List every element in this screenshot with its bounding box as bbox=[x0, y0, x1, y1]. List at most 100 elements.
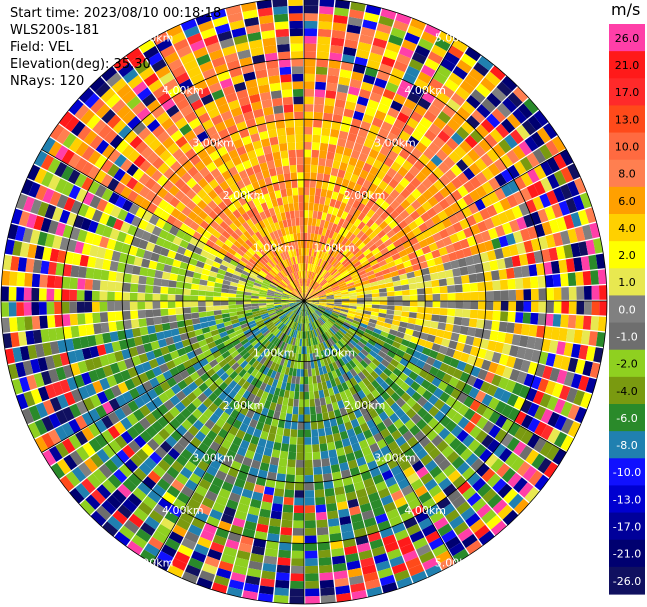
ray-gate bbox=[257, 593, 274, 603]
ray-gate bbox=[84, 290, 93, 301]
ray-gate bbox=[247, 86, 259, 97]
ray-gate bbox=[526, 152, 540, 168]
ray-gate bbox=[304, 81, 315, 90]
ray-gate bbox=[257, 195, 266, 205]
ray-gate bbox=[304, 475, 314, 483]
ray-gate bbox=[99, 291, 108, 301]
ray-gate bbox=[249, 190, 258, 200]
ray-gate bbox=[178, 268, 187, 276]
ray-gate bbox=[354, 250, 363, 258]
ray-gate bbox=[297, 172, 304, 180]
ray-gate bbox=[137, 293, 146, 301]
ray-gate bbox=[531, 453, 546, 470]
ray-gate bbox=[522, 465, 537, 482]
ray-gate bbox=[462, 434, 475, 448]
ray-gate bbox=[433, 422, 445, 435]
ray-gate bbox=[186, 350, 196, 360]
ray-gate bbox=[271, 503, 283, 512]
ray-gate bbox=[54, 178, 68, 194]
ray-gate bbox=[198, 503, 212, 516]
ray-gate bbox=[87, 165, 101, 180]
ray-gate bbox=[333, 307, 341, 311]
ray-gate bbox=[357, 202, 366, 212]
ray-gate bbox=[264, 276, 273, 283]
ray-gate bbox=[160, 45, 176, 59]
ray-gate bbox=[219, 221, 229, 230]
ray-gate bbox=[279, 534, 292, 544]
ray-gate bbox=[98, 212, 110, 225]
ray-gate bbox=[440, 293, 448, 301]
ray-gate bbox=[311, 429, 319, 438]
ray-gate bbox=[68, 418, 81, 434]
ray-gate bbox=[268, 464, 278, 474]
ray-gate bbox=[262, 316, 271, 322]
ray-gate bbox=[172, 259, 182, 268]
ray-gate bbox=[410, 336, 420, 344]
ray-gate bbox=[326, 330, 333, 338]
ray-gate bbox=[416, 312, 425, 320]
ray-gate bbox=[345, 31, 360, 42]
ray-gate bbox=[449, 437, 462, 451]
ray-gate bbox=[296, 323, 300, 331]
ray-gate bbox=[183, 375, 194, 386]
ray-gate bbox=[532, 196, 545, 211]
ray-gate bbox=[294, 338, 299, 346]
ray-gate bbox=[531, 301, 539, 313]
ray-gate bbox=[106, 494, 122, 510]
ray-gate bbox=[391, 429, 402, 441]
ray-gate bbox=[109, 260, 119, 272]
ray-gate bbox=[492, 478, 507, 493]
ray-gate bbox=[445, 509, 460, 523]
ray-gate bbox=[367, 322, 376, 328]
ray-gate bbox=[469, 346, 480, 357]
ray-gate bbox=[276, 310, 284, 315]
ray-gate bbox=[70, 200, 83, 215]
ray-gate bbox=[469, 399, 482, 412]
ray-gate bbox=[194, 543, 209, 556]
ray-gate bbox=[292, 329, 297, 338]
ray-gate bbox=[182, 431, 195, 443]
ray-gate bbox=[126, 95, 142, 110]
ray-gate bbox=[258, 248, 266, 256]
ray-gate bbox=[544, 380, 557, 395]
ray-gate bbox=[290, 43, 303, 52]
ray-gate bbox=[302, 263, 304, 271]
ray-gate bbox=[533, 437, 547, 453]
ray-gate bbox=[138, 185, 151, 198]
ray-gate bbox=[281, 325, 288, 333]
ray-gate bbox=[402, 367, 412, 377]
ray-gate bbox=[113, 168, 126, 182]
ray-gate bbox=[152, 85, 167, 99]
ray-gate bbox=[251, 268, 260, 275]
ray-gate bbox=[292, 306, 299, 312]
ray-gate bbox=[287, 285, 294, 291]
ray-gate bbox=[84, 279, 93, 290]
ray-gate bbox=[157, 338, 168, 348]
ray-gate bbox=[417, 294, 426, 301]
ray-gate bbox=[167, 85, 182, 98]
ray-gate bbox=[342, 248, 350, 256]
ray-gate bbox=[61, 276, 71, 289]
ray-gate bbox=[203, 522, 218, 535]
ray-gate bbox=[298, 315, 301, 324]
ray-gate bbox=[238, 368, 247, 378]
ray-gate bbox=[440, 143, 454, 156]
ray-gate bbox=[74, 104, 90, 120]
colorbar-tick-label: -21.0 bbox=[613, 548, 641, 561]
ray-gate bbox=[287, 375, 293, 384]
ray-gate bbox=[84, 457, 98, 473]
ray-gate bbox=[122, 478, 137, 493]
ray-gate bbox=[437, 271, 447, 280]
ray-gate bbox=[504, 256, 514, 269]
ray-gate bbox=[198, 339, 208, 348]
ray-gate bbox=[370, 193, 380, 203]
ray-gate bbox=[1, 317, 11, 333]
ray-gate bbox=[472, 253, 482, 265]
ray-gate bbox=[139, 39, 156, 54]
ray-gate bbox=[39, 274, 48, 288]
ray-gate bbox=[208, 234, 218, 244]
ray-gate bbox=[405, 204, 416, 215]
ray-gate bbox=[19, 376, 31, 393]
ray-gate bbox=[198, 210, 208, 220]
ray-gate bbox=[148, 358, 159, 369]
